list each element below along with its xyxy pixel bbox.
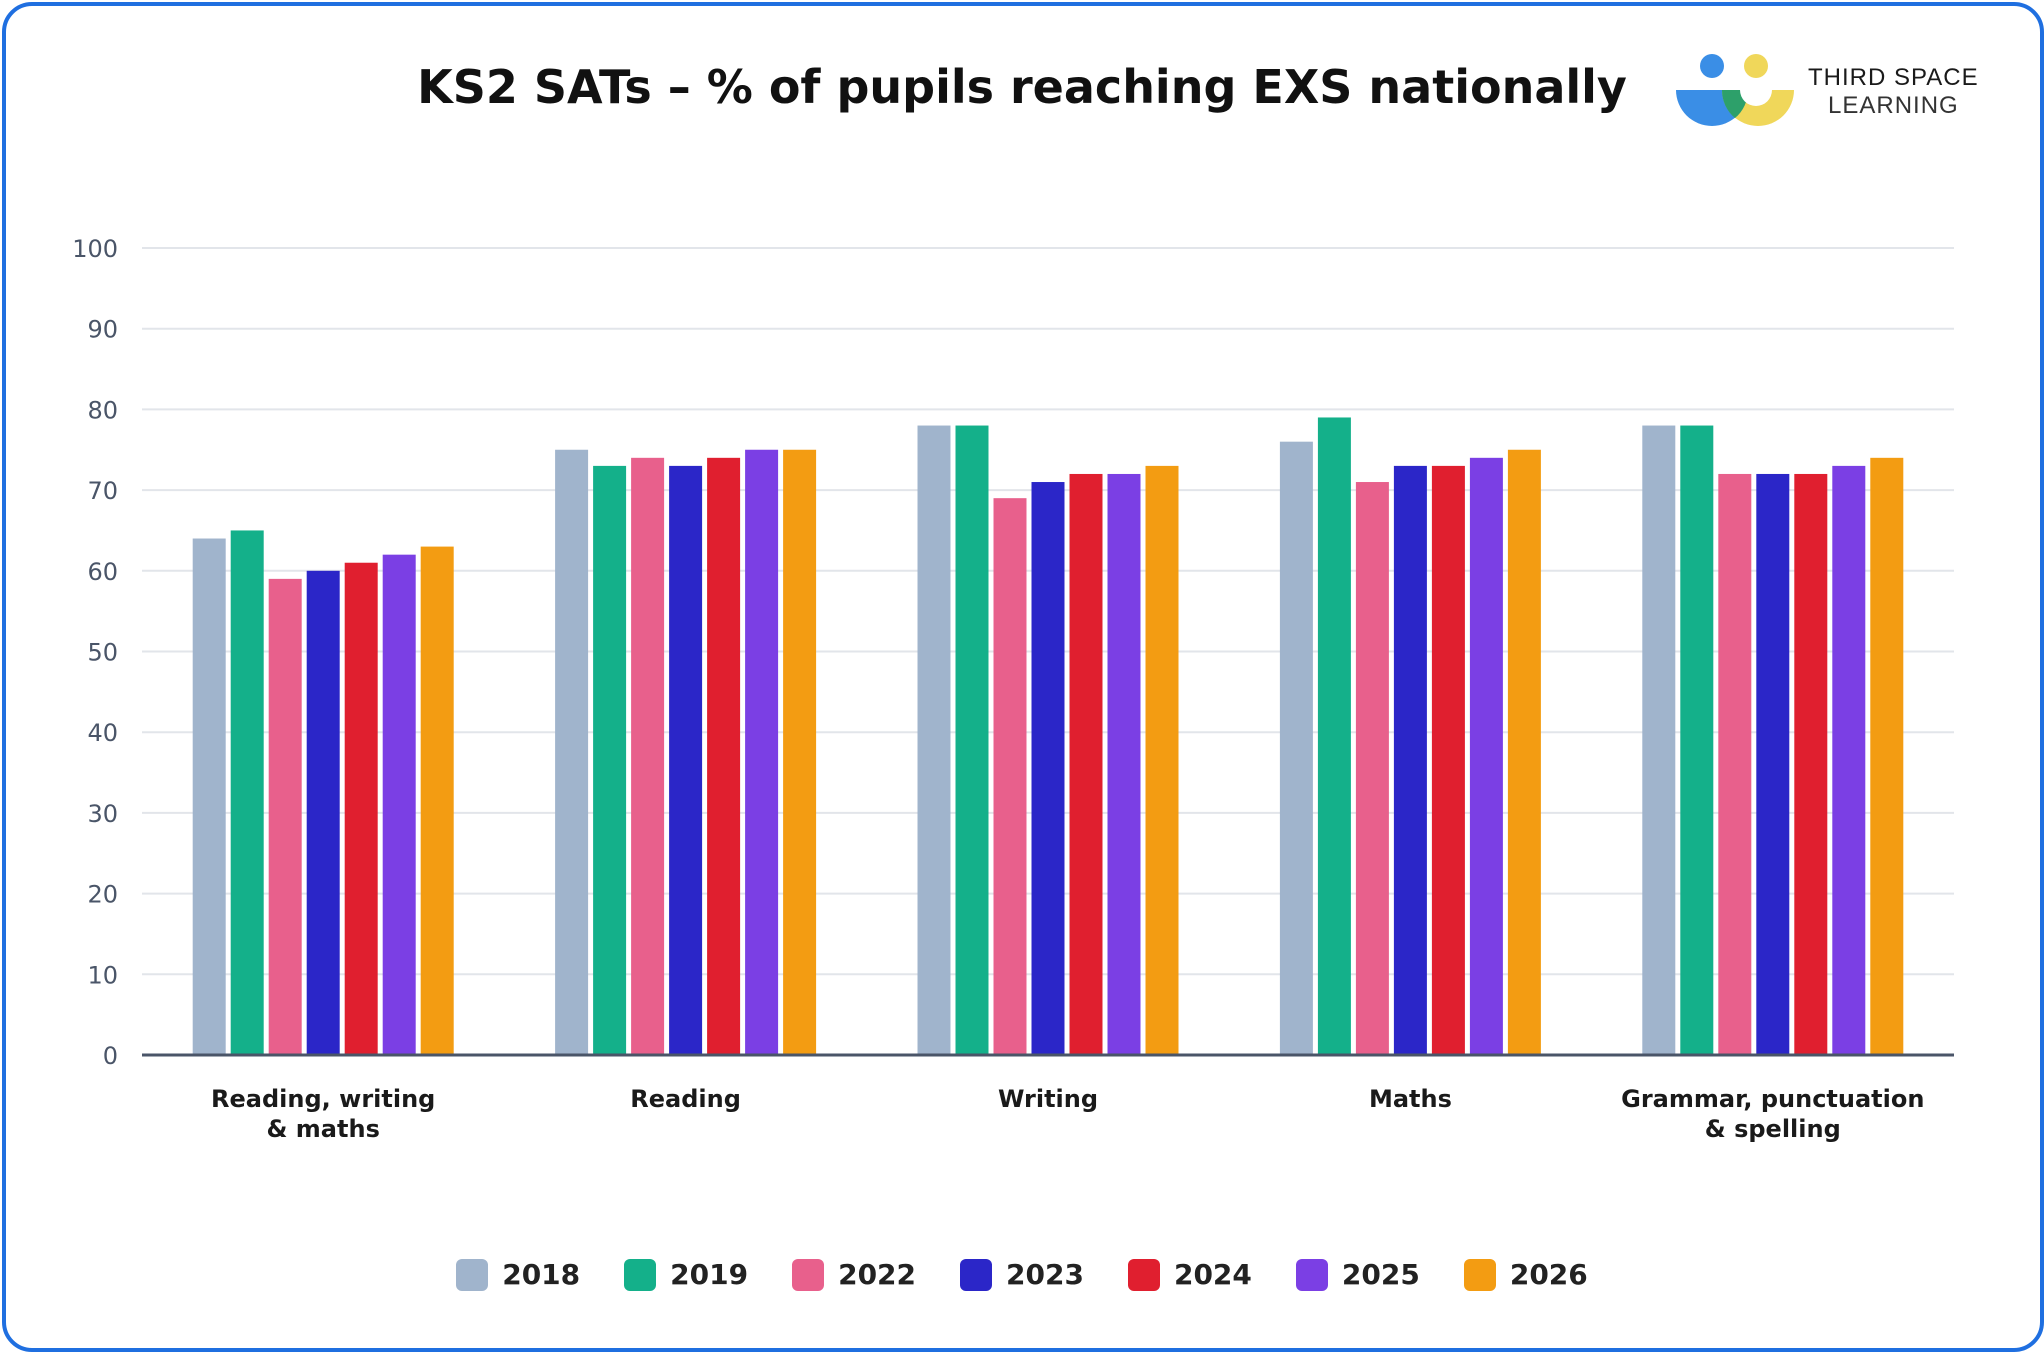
- bar: [1145, 465, 1179, 1055]
- bar: [1756, 473, 1790, 1056]
- bar: [382, 554, 416, 1055]
- x-tick-label: Writing: [998, 1085, 1098, 1113]
- chart-legend: 2018 2019 2022 2023 2024 2025 2026: [0, 1258, 2044, 1291]
- bar: [1832, 465, 1866, 1055]
- y-tick-label: 20: [87, 881, 118, 909]
- x-tick-label: Reading: [630, 1085, 741, 1113]
- legend-label: 2019: [670, 1258, 749, 1291]
- x-tick-label: Reading, writing: [211, 1085, 435, 1113]
- legend-swatch: [1463, 1258, 1496, 1291]
- logo-head-blue: [1700, 54, 1724, 78]
- y-tick-label: 10: [87, 961, 118, 989]
- bar: [1680, 425, 1714, 1055]
- bar: [993, 498, 1027, 1055]
- legend-item: 2025: [1295, 1258, 1420, 1291]
- bar: [1069, 473, 1103, 1056]
- legend-label: 2026: [1509, 1258, 1588, 1291]
- bar: [1794, 473, 1828, 1056]
- y-tick-label: 90: [87, 316, 118, 344]
- bar: [268, 578, 302, 1055]
- logo-overlap: [1721, 90, 1749, 118]
- x-tick-label: & maths: [267, 1115, 380, 1143]
- y-tick-label: 100: [72, 235, 118, 263]
- bar: [192, 538, 226, 1055]
- brand-name-line2: LEARNING: [1828, 92, 1959, 119]
- legend-label: 2022: [838, 1258, 917, 1291]
- legend-label: 2025: [1341, 1258, 1420, 1291]
- bar: [1870, 457, 1904, 1055]
- x-tick-label: Grammar, punctuation: [1621, 1085, 1924, 1113]
- legend-swatch: [1295, 1258, 1328, 1291]
- brand-name-line1: THIRD SPACE: [1808, 64, 1979, 91]
- chart-title: KS2 SATs – % of pupils reaching EXS nati…: [417, 60, 1627, 114]
- y-tick-label: 30: [87, 800, 118, 828]
- bar: [917, 425, 951, 1055]
- y-tick-label: 0: [103, 1042, 118, 1070]
- bar: [1718, 473, 1752, 1056]
- legend-item: 2023: [960, 1258, 1084, 1291]
- legend-swatch: [456, 1258, 489, 1291]
- bar: [707, 457, 741, 1055]
- bar: [1431, 465, 1465, 1055]
- bar: [1107, 473, 1141, 1056]
- legend-item: 2026: [1463, 1258, 1588, 1291]
- legend-item: 2018: [456, 1258, 580, 1291]
- logo-head-yellow: [1744, 54, 1768, 78]
- bar: [1317, 417, 1351, 1056]
- bar: [593, 465, 627, 1055]
- bar: [306, 570, 340, 1055]
- legend-swatch: [624, 1258, 657, 1291]
- legend-swatch: [792, 1258, 825, 1291]
- bar: [783, 449, 817, 1055]
- legend-label: 2023: [1006, 1258, 1084, 1291]
- x-tick-label: Maths: [1369, 1085, 1452, 1113]
- bar: [1469, 457, 1503, 1055]
- bar: [555, 449, 589, 1055]
- bar: [745, 449, 779, 1055]
- bar: [1642, 425, 1676, 1055]
- bar: [230, 530, 264, 1055]
- bar: [1279, 441, 1313, 1055]
- bar: [1507, 449, 1541, 1055]
- bar: [420, 546, 454, 1055]
- legend-item: 2024: [1127, 1258, 1252, 1291]
- brand-logo: [1676, 54, 1794, 126]
- y-tick-label: 80: [87, 396, 118, 424]
- legend-swatch: [960, 1258, 993, 1291]
- x-tick-label: & spelling: [1705, 1115, 1841, 1143]
- legend-item: 2022: [792, 1258, 916, 1291]
- y-tick-label: 40: [87, 719, 118, 747]
- legend-swatch: [1127, 1258, 1160, 1291]
- bar: [631, 457, 665, 1055]
- bar: [344, 562, 378, 1055]
- bar: [1393, 465, 1427, 1055]
- logo-body-yellow-inner: [1740, 90, 1772, 106]
- legend-label: 2024: [1173, 1258, 1252, 1291]
- legend-label: 2018: [502, 1258, 581, 1291]
- y-tick-label: 60: [87, 558, 118, 586]
- legend-item: 2019: [624, 1258, 748, 1291]
- y-tick-label: 70: [87, 477, 118, 505]
- bar: [955, 425, 989, 1055]
- bar: [669, 465, 703, 1055]
- bar: [1355, 482, 1389, 1055]
- bar: [1031, 482, 1065, 1055]
- y-tick-label: 50: [87, 639, 118, 667]
